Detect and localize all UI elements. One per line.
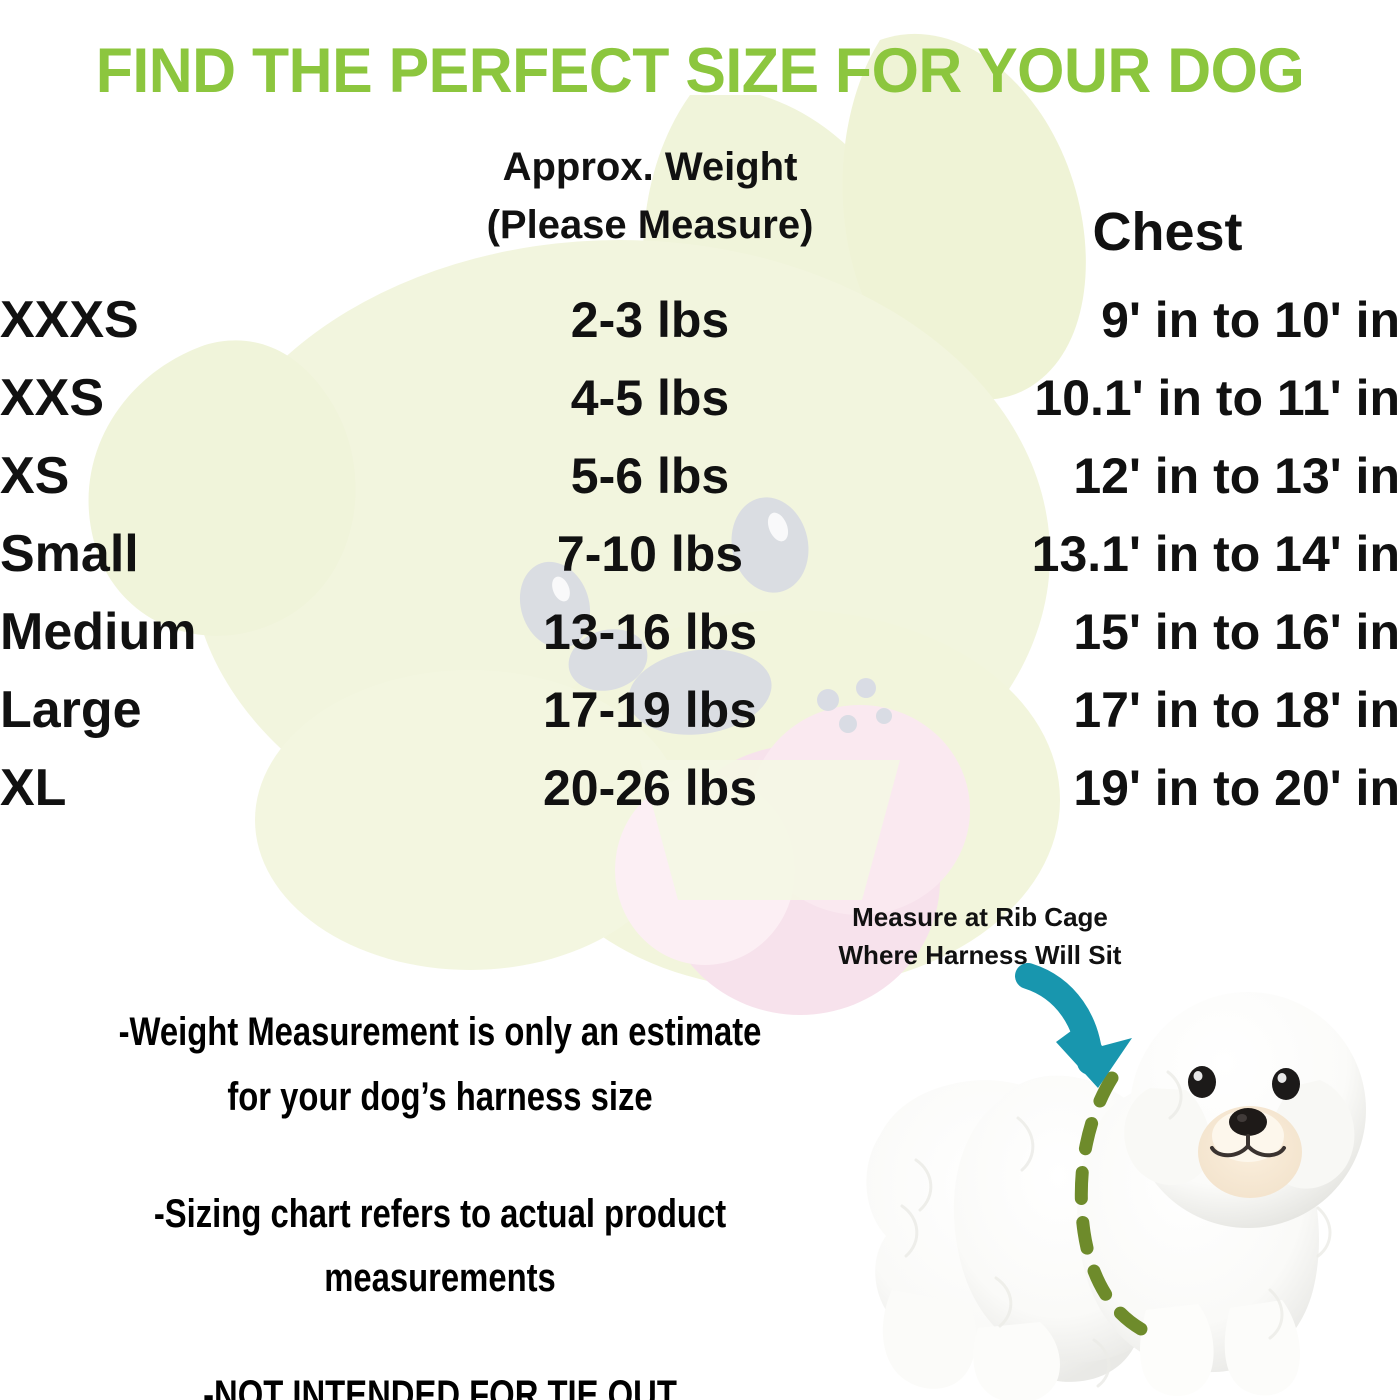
chest-value: 12' in to 13' in [1073,448,1400,504]
size-label: XS [0,447,70,505]
table-row: Medium 13-16 lbs 15' in to 16' in [0,593,1400,671]
size-label: XXXS [0,291,139,349]
weight-value: 4-5 lbs [570,370,730,426]
weight-value: 20-26 lbs [542,760,757,816]
note-line: -Weight Measurement is only an estimate [118,1010,762,1054]
note-spacer [0,1311,880,1363]
table-row: XXXS 2-3 lbs 9' in to 10' in [0,281,1400,359]
chest-value: 10.1' in to 11' in [1034,370,1400,426]
note-line: -NOT INTENDED FOR TIE OUT [203,1373,677,1400]
chest-value: 15' in to 16' in [1073,604,1400,660]
note-not-for-tie-out: -NOT INTENDED FOR TIE OUT [79,1363,801,1400]
page-title: FIND THE PERFECT SIZE FOR YOUR DOG [95,36,1305,106]
weight-value: 17-19 lbs [542,682,757,738]
size-label: XL [0,759,67,817]
weight-header-line1: Approx. Weight [502,145,798,189]
chest-column-header: Chest [1092,202,1243,262]
disclaimer-notes: -Weight Measurement is only an estimate … [0,1000,880,1400]
curved-arrow-icon [1015,963,1132,1088]
weight-value: 2-3 lbs [570,292,730,348]
table-row: XL 20-26 lbs 19' in to 20' in [0,749,1400,827]
note-sizing-chart: -Sizing chart refers to actual product m… [79,1182,801,1312]
table-row: XS 5-6 lbs 12' in to 13' in [0,437,1400,515]
rib-cage-line2: Where Harness Will Sit [838,940,1122,971]
chest-value: 17' in to 18' in [1073,682,1400,738]
size-label: Small [0,525,139,583]
note-weight-estimate: -Weight Measurement is only an estimate … [79,1000,801,1130]
bichon-frise-dog-photo [866,992,1366,1400]
dog-illustration [866,963,1366,1400]
table-row: Small 7-10 lbs 13.1' in to 14' in [0,515,1400,593]
weight-column-header: Approx. Weight (Please Measure) [400,138,900,254]
weight-value: 5-6 lbs [570,448,730,504]
note-spacer [0,1130,880,1182]
weight-value: 7-10 lbs [556,526,744,582]
chest-value: 9' in to 10' in [1101,292,1400,348]
weight-value: 13-16 lbs [542,604,757,660]
weight-header-line2: (Please Measure) [486,203,814,247]
note-line: measurements [324,1256,556,1301]
note-line: -Sizing chart refers to actual product [153,1191,727,1236]
size-label: Medium [0,603,197,661]
rib-cage-line1: Measure at Rib Cage [852,902,1108,932]
size-label: XXS [0,369,105,427]
dashed-chest-measure-line [1074,1071,1163,1343]
table-row: XXS 4-5 lbs 10.1' in to 11' in [0,359,1400,437]
chest-value: 13.1' in to 14' in [1031,526,1400,582]
note-line: for your dog’s harness size [227,1074,653,1119]
rib-cage-instruction: Measure at Rib Cage Where Harness Will S… [760,898,1200,975]
size-label: Large [0,681,142,739]
size-chart-table: XXXS 2-3 lbs 9' in to 10' in XXS 4-5 lbs… [0,281,1400,827]
chest-value: 19' in to 20' in [1073,760,1400,816]
table-row: Large 17-19 lbs 17' in to 18' in [0,671,1400,749]
